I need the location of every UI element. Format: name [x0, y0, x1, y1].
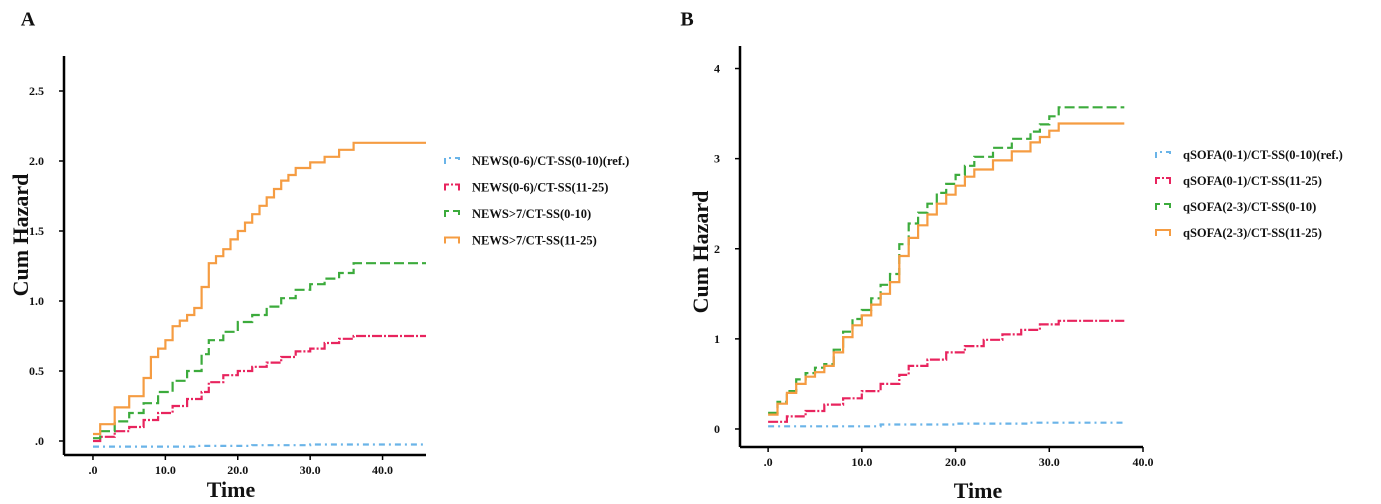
- y-tick-label: 1.0: [29, 294, 44, 308]
- x-tick-label: 30.0: [300, 463, 321, 477]
- legend-symbol-2: [444, 183, 460, 191]
- y-tick-label: 0.5: [29, 364, 44, 378]
- x-tick-label: 20.0: [227, 463, 248, 477]
- y-tick-label: 2.0: [29, 154, 44, 168]
- y-tick-label: 0: [714, 422, 720, 436]
- chart-panel-b: B .0 10.0 20.0 30.0 40.0 0 1 2 3 4 Time Cum Hazard qS…: [680, 9, 1343, 503]
- chart-panel-a: A .0 10.0 20.0 30.0 40.0 .0 0.5 1.0 1.5 2.0 2.5 Time…: [8, 9, 629, 502]
- panel-label: A: [21, 9, 36, 31]
- x-tick-label: 30.0: [1039, 455, 1060, 469]
- legend-label-2: qSOFA(0-1)/CT-SS(11-25): [1183, 174, 1322, 188]
- x-tick-label: 10.0: [851, 455, 872, 469]
- series-line-1: [93, 443, 426, 448]
- x-tick-label: 40.0: [372, 463, 393, 477]
- legend-symbol-4: [444, 236, 460, 244]
- y-axis-title: Cum Hazard: [688, 191, 713, 314]
- legend-label-1: NEWS(0-6)/CT-SS(0-10)(ref.): [472, 154, 629, 168]
- legend-label-4: qSOFA(2-3)/CT-SS(11-25): [1183, 226, 1322, 240]
- legend-symbol-4: [1155, 229, 1171, 236]
- x-axis-title: Time: [954, 478, 1003, 503]
- legend-label-3: qSOFA(2-3)/CT-SS(0-10): [1183, 200, 1316, 214]
- series-line-3: [768, 106, 1125, 414]
- legend-symbol-3: [444, 210, 460, 217]
- y-tick-label: 1.5: [29, 224, 44, 238]
- y-tick-label: 2.5: [29, 84, 44, 98]
- x-tick-label: 10.0: [155, 463, 176, 477]
- y-axis-title: Cum Hazard: [8, 174, 33, 297]
- series-line-3: [93, 262, 426, 440]
- y-tick-label: 2: [714, 242, 720, 256]
- legend-symbol-1: [1155, 151, 1171, 158]
- x-tick-label: 40.0: [1133, 455, 1154, 469]
- series-line-2: [93, 334, 426, 443]
- legend-symbol-1: [444, 157, 460, 164]
- series-line-4: [768, 122, 1125, 416]
- legend-label-4: NEWS>7/CT-SS(11-25): [472, 234, 597, 248]
- panel-label: B: [680, 9, 693, 31]
- x-tick-label: .0: [88, 463, 97, 477]
- legend-symbol-2: [1155, 177, 1171, 184]
- legend-label-3: NEWS>7/CT-SS(0-10): [472, 207, 591, 221]
- y-tick-label: .0: [35, 434, 44, 448]
- legend-label-2: NEWS(0-6)/CT-SS(11-25): [472, 181, 608, 195]
- y-tick-label: 4: [714, 62, 720, 76]
- series-line-1: [768, 421, 1125, 428]
- x-tick-label: .0: [764, 455, 773, 469]
- legend-label-1: qSOFA(0-1)/CT-SS(0-10)(ref.): [1183, 148, 1343, 162]
- legend-symbol-3: [1155, 203, 1171, 210]
- x-axis-title: Time: [207, 477, 256, 502]
- y-tick-label: 3: [714, 152, 720, 166]
- series-line-4: [93, 141, 426, 436]
- y-tick-label: 1: [714, 332, 720, 346]
- series-line-2: [768, 319, 1125, 423]
- x-tick-label: 20.0: [945, 455, 966, 469]
